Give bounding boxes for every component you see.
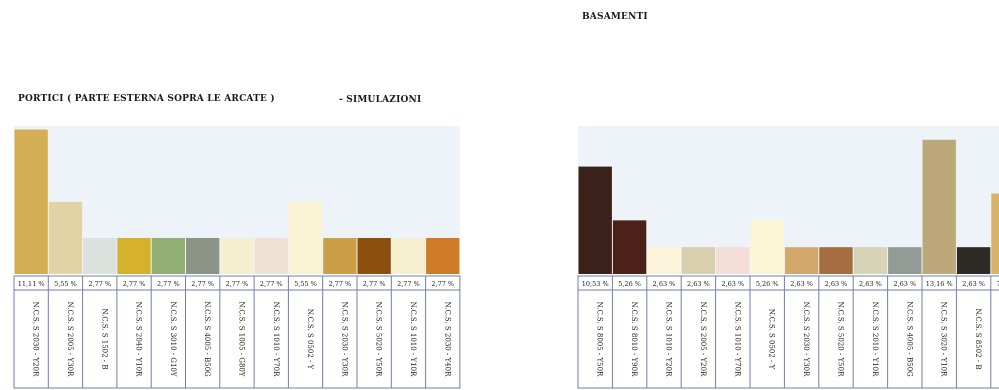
portici-category-label: N.C.S. S 1010 - Y70R <box>272 302 280 377</box>
portici-value-label: 5,55 % <box>294 280 317 288</box>
basamenti-bar <box>819 247 853 274</box>
portici-value-label: 11,11 % <box>18 280 45 288</box>
portici-category-label: N.C.S. S 2030 - Y20R <box>32 302 40 377</box>
portici-bar <box>48 201 83 274</box>
basamenti-bar <box>612 220 647 274</box>
portici-value-label: 2,77 % <box>363 280 386 288</box>
basamenti-value-label: 2,63 % <box>687 280 710 288</box>
portici-category-label: N.C.S. S 1010 - Y10R <box>409 302 417 377</box>
basamenti-bar <box>681 247 716 274</box>
portici-bar <box>83 237 117 274</box>
portici-category-label: N.C.S. S 3010 - G10Y <box>169 301 177 376</box>
portici-value-label: 2,77 % <box>328 280 351 288</box>
portici-value-label: 5,55 % <box>54 280 77 288</box>
basamenti-value-label: 2,63 % <box>893 280 916 288</box>
portici-value-label: 2,77 % <box>191 280 214 288</box>
basamenti-value-label: 2,63 % <box>721 280 744 288</box>
basamenti-bar <box>922 139 956 274</box>
basamenti-category-label: N.C.S. S 2010 - Y10R <box>871 302 879 377</box>
basamenti-value-label: 13,16 % <box>926 280 953 288</box>
portici-bar <box>117 237 151 274</box>
portici-value-label: 2,77 % <box>226 280 249 288</box>
portici-category-label: N.C.S. S 5020 - Y50R <box>375 302 383 377</box>
basamenti-value-label: 10,53 % <box>582 280 609 288</box>
basamenti-category-label: N.C.S. S 1010 - Y70R <box>733 302 741 377</box>
basamenti-bar <box>647 247 681 274</box>
portici-bar <box>391 237 426 274</box>
portici-category-label: N.C.S. S 1005 - G80Y <box>237 301 245 376</box>
basamenti-value-label: 2,63 % <box>790 280 813 288</box>
portici-value-label: 2,77 % <box>397 280 420 288</box>
portici-value-label: 2,77 % <box>157 280 180 288</box>
basamenti-category-label: N.C.S. S 2030 - Y30R <box>802 302 810 377</box>
basamenti-value-label: 2,63 % <box>859 280 882 288</box>
portici-bar <box>323 237 357 274</box>
portici-title: PORTICI ( PARTE ESTERNA SOPRA LE ARCATE … <box>18 94 275 104</box>
portici-category-label: N.C.S. S 4005 - B50G <box>203 301 211 377</box>
simulazioni-label: - SIMULAZIONI <box>339 95 422 105</box>
portici-bar <box>14 129 48 274</box>
portici-bar <box>186 237 220 274</box>
basamenti-value-label: 2,63 % <box>653 280 676 288</box>
basamenti-bar <box>853 247 888 274</box>
basamenti-bar <box>956 247 991 274</box>
basamenti-value-label: 2,63 % <box>825 280 848 288</box>
basamenti-category-label: N.C.S. S 8502 - B <box>974 308 982 369</box>
portici-plot-background <box>14 126 460 274</box>
portici-bar <box>357 237 391 274</box>
portici-bar <box>288 201 323 274</box>
basamenti-value-label: 2,63 % <box>962 280 985 288</box>
basamenti-bar <box>750 220 784 274</box>
basamenti-value-label: 5,26 % <box>756 280 779 288</box>
portici-bar <box>151 237 185 274</box>
portici-category-label: N.C.S. S 2030 - Y30R <box>340 302 348 377</box>
portici-category-label: N.C.S. S 1502 - B <box>100 308 108 369</box>
portici-category-label: N.C.S. S 0502 - Y <box>306 309 314 370</box>
basamenti-bar <box>784 247 819 274</box>
basamenti-category-label: N.C.S. S 0502 - Y <box>768 309 776 370</box>
basamenti-category-label: N.C.S. S 1010 - Y20R <box>665 302 673 377</box>
portici-value-label: 2,77 % <box>88 280 111 288</box>
portici-category-label: N.C.S. S 2005 - Y30R <box>66 302 74 377</box>
portici-value-label: 2,77 % <box>260 280 283 288</box>
basamenti-bar <box>888 247 922 274</box>
basamenti-plot-background <box>578 126 999 274</box>
portici-value-label: 2,77 % <box>123 280 146 288</box>
basamenti-category-label: N.C.S. S 4005 - B50G <box>905 301 913 377</box>
basamenti-category-label: N.C.S. S 3020 - Y10R <box>940 302 948 377</box>
basamenti-value-label: 5,26 % <box>618 280 641 288</box>
basamenti-label-table <box>577 275 999 389</box>
basamenti-bar <box>716 247 750 274</box>
portici-bar <box>254 237 288 274</box>
portici-value-label: 2,77 % <box>431 280 454 288</box>
basamenti-category-label: N.C.S. S 5020 - Y50R <box>837 302 845 377</box>
portici-bar <box>220 237 254 274</box>
portici-category-label: N.C.S. S 2030 - Y40R <box>443 302 451 377</box>
basamenti-category-label: N.C.S. S 8010 - Y90R <box>630 302 638 377</box>
basamenti-title: BASAMENTI <box>582 12 648 22</box>
portici-label-table <box>13 275 461 389</box>
basamenti-bar <box>578 166 612 274</box>
portici-bar <box>426 237 460 274</box>
portici-category-label: N.C.S. S 2040 - Y10R <box>135 302 143 377</box>
basamenti-category-label: N.C.S. S 2005 - Y20R <box>699 302 707 377</box>
basamenti-bar <box>991 193 999 274</box>
basamenti-category-label: N.C.S. S 8005 - Y50R <box>596 302 604 377</box>
